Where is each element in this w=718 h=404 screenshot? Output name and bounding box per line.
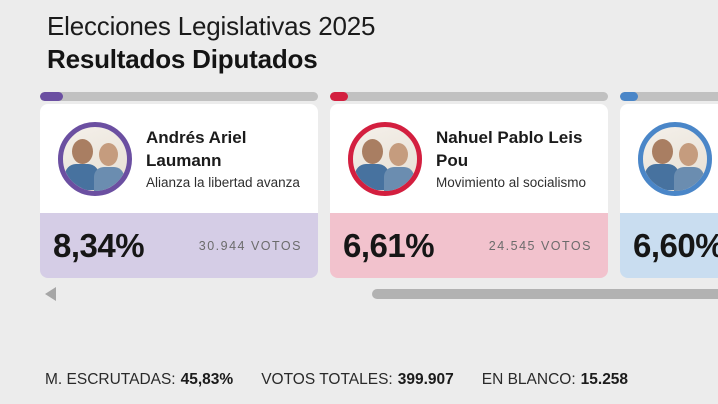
card-body: Andrés Ariel Laumann Alianza la libertad… (40, 104, 318, 213)
stat-label: VOTOS TOTALES: (261, 371, 393, 388)
carousel-prev-icon[interactable] (45, 287, 56, 301)
vote-share-bar (40, 92, 318, 101)
photo-person2-head (679, 142, 698, 166)
vote-percentage: 8,34% (53, 226, 145, 264)
stat-label: M. ESCRUTADAS: (45, 371, 176, 388)
photo-person2-body (674, 166, 704, 191)
candidate-card[interactable]: Andrés Ariel Laumann Alianza la libertad… (40, 92, 318, 278)
stat-value: 399.907 (397, 371, 454, 388)
stat-mesas-escrutadas: M. ESCRUTADAS: 45,83% (45, 371, 233, 389)
photo-person1-body (355, 163, 389, 190)
results-carousel: Andrés Ariel Laumann Alianza la libertad… (0, 92, 718, 278)
stat-value: 15.258 (580, 371, 629, 388)
card-body: Nahuel Pablo Leis Pou Movimiento al soci… (330, 104, 608, 213)
vote-share-bar (620, 92, 718, 101)
stat-value: 45,83% (180, 371, 234, 388)
progress-fill (620, 92, 639, 101)
candidate-party: Alianza la libertad avanza (146, 174, 300, 190)
vote-share-bar (330, 92, 608, 101)
progress-fill (330, 92, 349, 101)
vote-count: 30.944 VOTOS (198, 238, 302, 253)
photo-person2-body (384, 166, 414, 191)
stat-label: EN BLANCO: (481, 371, 576, 388)
stat-votos-totales: VOTOS TOTALES: 399.907 (261, 371, 454, 389)
vote-percentage: 6,61% (343, 226, 435, 264)
candidate-card[interactable]: Nahuel Pablo Leis Pou Movimiento al soci… (330, 92, 608, 278)
stat-en-blanco: EN BLANCO: 15.258 (482, 371, 628, 389)
page-title: Elecciones Legislativas 2025 (47, 11, 376, 41)
card-footer: 8,34% 30.944 VOTOS (40, 213, 318, 278)
card-footer: 6,60% (620, 213, 718, 278)
cards-row: Andrés Ariel Laumann Alianza la libertad… (0, 92, 718, 278)
photo-person2-head (99, 142, 118, 166)
candidate-name: Nahuel Pablo Leis Pou (436, 128, 583, 170)
vote-count: 24.545 VOTOS (488, 238, 592, 253)
photo-person1-head (72, 138, 93, 164)
card-footer: 6,61% 24.545 VOTOS (330, 213, 608, 278)
photo-person2-body (94, 166, 124, 191)
progress-fill (40, 92, 64, 101)
candidate-photo (58, 121, 132, 196)
candidate-info: Nahuel Pablo Leis Pou Movimiento al soci… (436, 127, 594, 189)
carousel-scrollbar-thumb[interactable] (372, 289, 718, 299)
card-body: C P (620, 104, 718, 213)
candidate-info: Andrés Ariel Laumann Alianza la libertad… (146, 127, 304, 189)
summary-stats-bar: M. ESCRUTADAS: 45,83% VOTOS TOTALES: 399.9… (45, 371, 628, 389)
candidate-photo (638, 121, 712, 196)
photo-person1-body (645, 163, 679, 190)
candidate-card[interactable]: C P 6,60% (620, 92, 718, 278)
photo-person2-head (389, 142, 408, 166)
page-header: Elecciones Legislativas 2025 Resultados … (0, 0, 718, 75)
photo-person1-body (65, 163, 99, 190)
candidate-photo (348, 121, 422, 196)
vote-percentage: 6,60% (633, 226, 718, 264)
photo-person1-head (362, 138, 383, 164)
candidate-party: Movimiento al socialismo (436, 174, 587, 190)
photo-person1-head (652, 138, 673, 164)
page-subtitle: Resultados Diputados (47, 44, 318, 74)
candidate-name: Andrés Ariel Laumann (146, 128, 247, 170)
